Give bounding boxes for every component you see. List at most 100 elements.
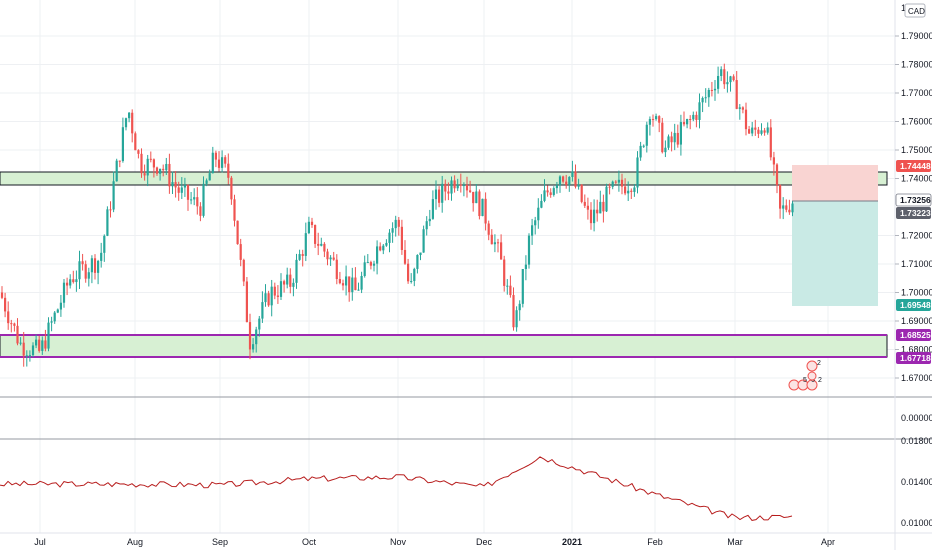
candle [233, 194, 236, 227]
candle [785, 199, 788, 213]
candle [258, 315, 261, 337]
candle [558, 175, 562, 193]
candle [571, 160, 574, 182]
candle [633, 183, 636, 197]
candle [462, 182, 465, 197]
candle [372, 260, 376, 272]
candle [128, 112, 131, 123]
price-tick-label: 1.69000 [901, 316, 932, 326]
stop-loss-zone[interactable] [792, 165, 878, 201]
candle [456, 178, 459, 191]
candle [38, 335, 41, 353]
candle [701, 96, 704, 113]
svg-text:6: 6 [811, 377, 815, 384]
currency-badge[interactable]: CAD [904, 3, 926, 18]
candle [611, 180, 614, 190]
candle [534, 216, 537, 235]
candle [400, 219, 403, 255]
candle [357, 282, 360, 291]
candle [648, 116, 651, 136]
support-zone[interactable] [0, 334, 888, 358]
candle [25, 350, 28, 367]
time-tick-label: Oct [302, 537, 317, 547]
candle [230, 175, 233, 205]
indicator-axis[interactable]: 0.01800 0.01400 0.01000 [901, 436, 932, 528]
candle [159, 168, 162, 181]
candle [72, 270, 75, 284]
candle [720, 66, 723, 82]
candle [568, 176, 571, 192]
candle [338, 271, 341, 285]
candle [7, 301, 10, 330]
candle [555, 181, 558, 194]
candle [403, 240, 407, 265]
candle [515, 306, 518, 332]
candle [376, 240, 379, 275]
candle [217, 151, 221, 172]
event-markers[interactable]: 2 5 6 2 [788, 360, 822, 391]
candle [279, 273, 283, 301]
candle [748, 125, 751, 134]
candle [78, 250, 81, 290]
candle [137, 149, 140, 159]
time-tick-label: Mar [727, 537, 743, 547]
candle [35, 334, 38, 349]
candle [682, 111, 686, 127]
candle [496, 238, 500, 253]
candle [193, 188, 196, 206]
candle [363, 255, 366, 278]
candle [698, 93, 701, 129]
candle [428, 209, 431, 227]
candle [177, 181, 180, 201]
candle [335, 254, 338, 285]
candle [723, 63, 726, 89]
candle [493, 234, 496, 253]
candle [459, 173, 462, 193]
candle [75, 270, 78, 292]
candle [438, 186, 441, 208]
candle [642, 144, 645, 148]
candle [239, 238, 242, 267]
candle [484, 192, 487, 231]
candlestick-series [0, 63, 794, 367]
close-price-tag: 1.73256 [895, 193, 932, 207]
time-axis[interactable]: Jul Aug Sep Oct Nov Dec 2021 Feb Mar Apr [34, 537, 835, 547]
price-tick-label: 1.72000 [901, 231, 932, 241]
candle [738, 104, 741, 120]
candle [242, 258, 245, 287]
take-profit-zone[interactable] [792, 201, 878, 306]
time-tick-label: Aug [127, 537, 143, 547]
entry-price-label: 1.73223 [900, 208, 931, 218]
candle [620, 173, 624, 195]
candle [252, 338, 255, 353]
candle [729, 75, 732, 92]
price-axis[interactable]: 1.79000 1.78000 1.77000 1.76000 1.75000 1.740… [895, 31, 932, 383]
price-tick-label: 1.67000 [901, 373, 932, 383]
candle [388, 229, 391, 253]
zone-top-price-tag: 1.68525 [896, 329, 931, 341]
time-tick-label: Dec [476, 537, 493, 547]
candle [565, 174, 568, 189]
candle [329, 255, 332, 266]
candle [775, 163, 779, 194]
candle [100, 242, 103, 268]
entry-price-tag: 1.73223 [896, 207, 931, 219]
candle [304, 222, 307, 262]
candle [385, 239, 388, 247]
candle [121, 117, 124, 163]
event-marker-icon[interactable] [807, 371, 817, 381]
svg-text:2: 2 [818, 377, 822, 384]
target-price-tag: 1.69548 [896, 299, 931, 311]
candle [97, 259, 100, 285]
zone-bottom-price-tag: 1.67718 [896, 352, 931, 364]
event-marker-icon[interactable] [806, 360, 818, 372]
candle [183, 177, 186, 197]
resistance-zone[interactable] [0, 171, 888, 186]
candle [490, 229, 493, 245]
candle [174, 171, 177, 198]
candle [658, 115, 661, 133]
candle [171, 171, 174, 195]
candle [69, 274, 72, 289]
candle [391, 222, 394, 243]
candle [713, 79, 717, 101]
